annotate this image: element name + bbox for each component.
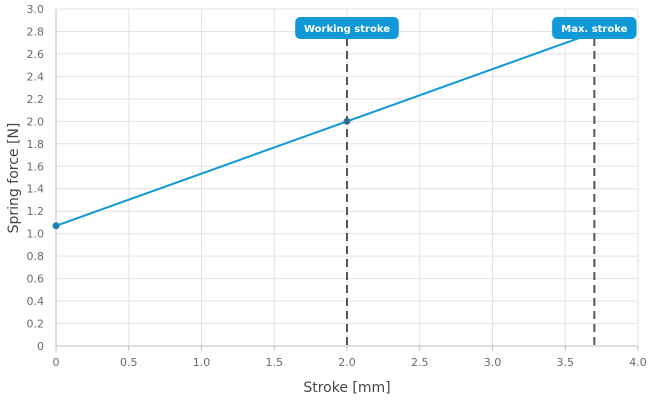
x-tick-label: 2.5 <box>411 356 429 369</box>
y-tick-label: 0.6 <box>27 273 45 286</box>
y-tick-label: 0.2 <box>27 318 45 331</box>
x-tick-label: 4.0 <box>629 356 647 369</box>
y-tick-label: 1.6 <box>27 160 45 173</box>
y-tick-label: 1.2 <box>27 205 45 218</box>
stroke-markers: Working stroke Max. stroke <box>295 17 637 346</box>
y-tick-label: 2.2 <box>27 93 45 106</box>
marker-label: Working stroke <box>304 24 390 35</box>
x-tick-label: 2.0 <box>338 356 356 369</box>
y-tick-label: 0 <box>37 340 44 353</box>
grid <box>55 8 639 347</box>
marker-label-box <box>552 17 637 39</box>
y-tick-label: 2.6 <box>27 48 45 61</box>
y-tick-label: 2.0 <box>27 115 45 128</box>
series-line <box>55 31 595 227</box>
x-axis-title: Stroke [mm] <box>303 380 390 396</box>
y-tick-label: 0.4 <box>27 295 45 308</box>
marker-label: Max. stroke <box>561 24 627 35</box>
x-tick-label: 3.0 <box>484 356 502 369</box>
series <box>52 31 595 230</box>
x-tick-label: 0 <box>53 356 60 369</box>
y-tick-label: 1.8 <box>27 138 45 151</box>
x-tick-label: 3.5 <box>557 356 575 369</box>
y-tick-label: 2.8 <box>27 25 45 38</box>
marker-label-box <box>295 17 399 39</box>
data-point <box>52 222 60 230</box>
y-tick-label: 1.0 <box>27 228 45 241</box>
y-tick-label: 3.0 <box>27 3 45 16</box>
y-tick-label: 2.4 <box>27 70 45 83</box>
y-tick-label: 0.8 <box>27 250 45 263</box>
x-tick-label: 1.0 <box>193 356 211 369</box>
tick-labels: 0 0.5 1.0 1.5 2.0 2.5 3.0 3.5 4.0 0 0.2 0.4 0.6 0.8 1.… <box>27 3 647 369</box>
y-axis-title: Spring force [N] <box>6 123 22 234</box>
y-tick-label: 1.4 <box>27 183 45 196</box>
axes <box>55 9 639 351</box>
x-tick-label: 0.5 <box>120 356 138 369</box>
x-tick-label: 1.5 <box>266 356 284 369</box>
